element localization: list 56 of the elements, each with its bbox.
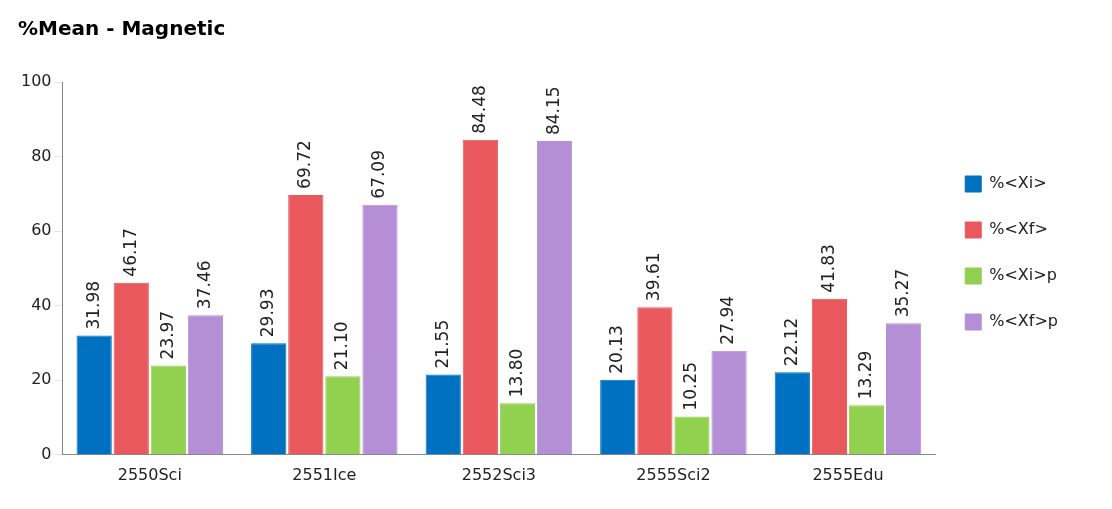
bar: [536, 141, 573, 455]
bar: [674, 416, 710, 455]
data-label: 23.97: [156, 310, 177, 360]
bar: [251, 343, 287, 455]
bar: [362, 204, 398, 455]
x-tick-label: 2551Ice: [292, 464, 357, 484]
bar: [150, 365, 186, 455]
bar: [885, 323, 922, 455]
data-label: 35.27: [892, 268, 913, 318]
y-tick-label: 40: [31, 294, 52, 314]
data-label: 22.12: [780, 317, 801, 367]
y-tick-label: 80: [31, 145, 52, 165]
bar: [113, 282, 149, 455]
legend-label: %<Xi>p: [989, 265, 1057, 285]
y-tick-label: 60: [31, 220, 52, 240]
data-label: 13.80: [505, 348, 526, 398]
bar: [711, 350, 747, 455]
data-label: 13.29: [854, 350, 875, 400]
data-label: 21.55: [431, 319, 452, 369]
y-tick-label: 0: [41, 443, 52, 463]
data-label: 84.15: [542, 86, 563, 136]
x-tick-label: 2555Edu: [812, 464, 884, 484]
y-tick-label: 100: [20, 71, 52, 91]
data-label: 69.72: [294, 140, 315, 189]
bar: [288, 194, 324, 455]
data-label: 37.46: [193, 260, 214, 310]
y-tick-label: 20: [31, 369, 52, 389]
chart-title: %Mean - Magnetic: [18, 16, 226, 41]
bar: [774, 372, 810, 455]
bar: [325, 376, 361, 455]
data-label: 27.94: [717, 295, 738, 345]
data-label: 41.83: [817, 244, 838, 293]
data-label: 46.17: [119, 228, 140, 277]
x-tick-label: 2550Sci: [117, 464, 182, 484]
bar: [499, 403, 536, 455]
data-label: 67.09: [368, 150, 389, 199]
bar: [600, 379, 636, 455]
legend-label: %<Xf>p: [989, 311, 1058, 331]
data-label: 31.98: [82, 280, 103, 330]
bar: [637, 307, 673, 455]
bar: [848, 405, 885, 455]
legend-label: %<Xi>: [989, 173, 1047, 193]
data-label: 29.93: [257, 288, 278, 338]
data-label: 10.25: [680, 361, 701, 411]
bar: [76, 335, 112, 455]
data-label: 20.13: [606, 325, 627, 374]
x-tick-label: 2555Sci2: [636, 464, 711, 484]
bar: [811, 298, 848, 455]
bar: [462, 139, 498, 455]
data-label: 84.48: [468, 85, 489, 134]
bar: [425, 374, 461, 455]
data-label: 21.10: [331, 321, 352, 371]
data-label: 39.61: [643, 252, 664, 302]
bar: [187, 315, 224, 455]
x-tick-label: 2552Sci3: [461, 464, 537, 484]
legend-label: %<Xf>: [989, 219, 1048, 239]
